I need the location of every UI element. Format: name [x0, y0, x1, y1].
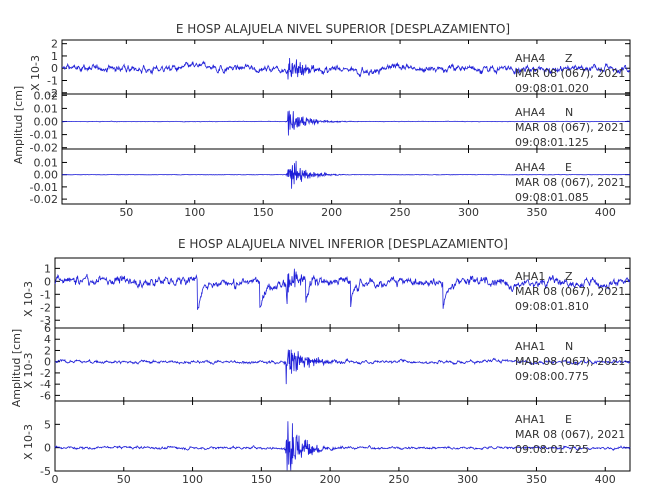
trace-panel: -5 0 5 X 10-3 AHA1 E MAR 08 (067), 2021 09:08:0… [22, 400, 631, 478]
seismogram-trace [54, 421, 631, 471]
y-tick-label: 1 [51, 50, 58, 63]
x-tick-label: 300 [458, 206, 479, 219]
component-label: Z [565, 52, 573, 65]
y-axis-label: Amplitud [cm] [12, 86, 25, 164]
chart-title: E HOSP ALAJUELA NIVEL SUPERIOR [DESPLAZA… [176, 22, 510, 36]
y-tick-label: 0 [44, 442, 51, 455]
y-tick-label: 0.01 [34, 156, 59, 169]
x-tick-label: 200 [321, 206, 342, 219]
scale-factor-label: X 10-3 [29, 55, 42, 91]
y-tick-label: -2 [40, 367, 51, 380]
plot-frame [61, 148, 631, 205]
date-label: MAR 08 (067), 2021 [515, 355, 625, 368]
y-axis-label: Amplitud [cm] [10, 329, 23, 407]
y-tick-label: -2 [47, 87, 58, 100]
chart-title: E HOSP ALAJUELA NIVEL INFERIOR [DESPLAZA… [178, 237, 508, 251]
y-tick-label: 1 [44, 262, 51, 275]
y-tick-label: 6 [44, 322, 51, 335]
y-tick-label: 5 [44, 418, 51, 431]
seismogram-trace [54, 349, 631, 385]
seismogram-trace [61, 160, 631, 189]
component-label: Z [565, 270, 573, 283]
y-tick-label: 0.01 [34, 102, 59, 115]
component-label: E [565, 413, 572, 426]
plot-frame [54, 400, 631, 472]
y-tick-label: -0.01 [30, 181, 58, 194]
y-tick-label: 0.00 [34, 169, 59, 182]
time-label: 09:08:01.810 [515, 300, 589, 313]
x-tick-label: 150 [253, 206, 274, 219]
y-tick-label: -2 [40, 301, 51, 314]
x-tick-label: 350 [526, 473, 547, 486]
x-tick-label: 300 [457, 473, 478, 486]
x-tick-label: 50 [119, 206, 133, 219]
y-tick-label: 0.00 [34, 116, 59, 129]
seismogram-group-superior: E HOSP ALAJUELA NIVEL SUPERIOR [DESPLAZA… [12, 22, 631, 219]
time-label: 09:08:00.775 [515, 370, 589, 383]
station-label: AHA4 [515, 161, 545, 174]
y-tick-label: -1 [47, 75, 58, 88]
trace-panel: -3-2-101 X 10-3 AHA1 Z MAR 08 (067), 2021 09:… [22, 257, 631, 329]
y-tick-label: 0 [51, 62, 58, 75]
x-tick-label: 150 [251, 473, 272, 486]
date-label: MAR 08 (067), 2021 [515, 67, 625, 80]
x-tick-label: 400 [595, 473, 616, 486]
x-tick-label: 400 [595, 206, 616, 219]
seismogram-trace [61, 57, 631, 80]
y-tick-label: 4 [44, 333, 51, 346]
time-label: 09:08:01.085 [515, 191, 589, 204]
station-label: AHA1 [515, 340, 545, 353]
component-label: N [565, 106, 573, 119]
x-tick-label: 250 [390, 206, 411, 219]
y-tick-label: -4 [40, 378, 51, 391]
scale-factor-label: X 10-3 [22, 353, 35, 389]
y-tick-label: 2 [44, 344, 51, 357]
trace-panel: -0.02-0.010.000.010.02 AHA4 N MAR 08 (067),… [30, 89, 631, 155]
y-tick-label: 2 [51, 38, 58, 51]
scale-factor-label: X 10-3 [22, 281, 35, 317]
seismogram-group-inferior: E HOSP ALAJUELA NIVEL INFERIOR [DESPLAZA… [10, 237, 631, 486]
x-tick-label: 50 [117, 473, 131, 486]
station-label: AHA4 [515, 106, 545, 119]
y-tick-label: -0.02 [30, 193, 58, 206]
y-tick-label: -6 [40, 389, 51, 402]
date-label: MAR 08 (067), 2021 [515, 285, 625, 298]
date-label: MAR 08 (067), 2021 [515, 428, 625, 441]
y-tick-label: -1 [40, 288, 51, 301]
time-label: 09:08:01.125 [515, 136, 589, 149]
station-label: AHA4 [515, 52, 545, 65]
time-label: 09:08:01.725 [515, 443, 589, 456]
seismogram-trace [62, 110, 631, 136]
trace-panel: -0.02-0.010.000.01 AHA4 E MAR 08 (067), 202… [30, 148, 631, 206]
date-label: MAR 08 (067), 2021 [515, 121, 625, 134]
y-tick-label: 0 [44, 275, 51, 288]
x-tick-label: 350 [526, 206, 547, 219]
date-label: MAR 08 (067), 2021 [515, 176, 625, 189]
x-tick-label: 100 [182, 473, 203, 486]
x-tick-label: 250 [388, 473, 409, 486]
station-label: AHA1 [515, 413, 545, 426]
y-tick-label: -0.02 [30, 142, 58, 155]
y-tick-label: 0.02 [34, 89, 59, 102]
component-label: E [565, 161, 572, 174]
x-tick-label: 0 [52, 473, 59, 486]
station-label: AHA1 [515, 270, 545, 283]
seismogram-trace [54, 268, 631, 310]
y-tick-label: 0 [44, 356, 51, 369]
x-tick-label: 200 [320, 473, 341, 486]
time-label: 09:08:01.020 [515, 82, 589, 95]
x-tick-label: 100 [184, 206, 205, 219]
scale-factor-label: X 10-3 [22, 424, 35, 460]
y-tick-label: -5 [40, 465, 51, 478]
y-tick-label: -3 [40, 314, 51, 327]
y-tick-label: -0.01 [30, 129, 58, 142]
component-label: N [565, 340, 573, 353]
